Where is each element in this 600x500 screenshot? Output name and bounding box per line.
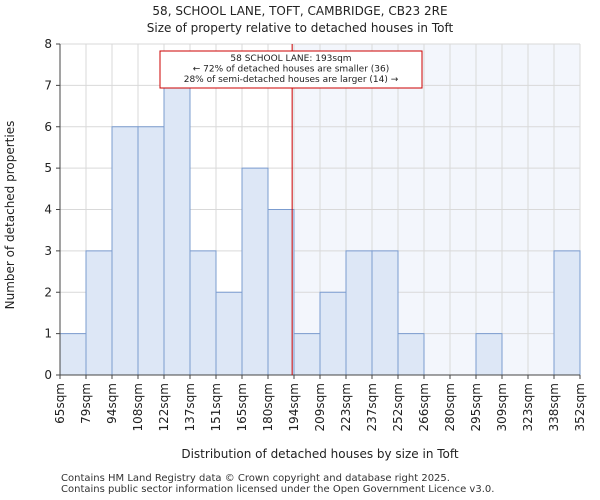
y-tick-label: 2	[44, 285, 52, 299]
x-tick-label: 151sqm	[209, 383, 223, 431]
annotation-box	[159, 50, 423, 89]
histogram-bar	[85, 250, 113, 376]
annotation-line: 58 SCHOOL LANE: 193sqm	[230, 54, 351, 64]
x-tick-label: 122sqm	[157, 383, 171, 431]
histogram-bar	[293, 333, 321, 376]
x-tick-label: 194sqm	[287, 383, 301, 431]
histogram-bar	[553, 250, 581, 376]
y-tick-label: 7	[44, 78, 52, 92]
x-tick-label: 252sqm	[391, 383, 405, 431]
x-tick-label: 352sqm	[573, 383, 587, 431]
chart-title: 58, SCHOOL LANE, TOFT, CAMBRIDGE, CB23 2…	[152, 4, 448, 18]
histogram-bar	[215, 291, 243, 376]
footer-line-1: Contains HM Land Registry data © Crown c…	[61, 473, 450, 484]
x-tick-label: 165sqm	[235, 383, 249, 431]
histogram-bar	[319, 291, 347, 376]
x-tick-label: 266sqm	[417, 383, 431, 431]
x-tick-label: 108sqm	[131, 383, 145, 431]
x-tick-label: 223sqm	[339, 383, 353, 431]
x-tick-label: 180sqm	[261, 383, 275, 431]
histogram-bar	[189, 250, 217, 376]
x-tick-label: 209sqm	[313, 383, 327, 431]
y-tick-label: 4	[44, 203, 52, 217]
y-tick-label: 5	[44, 161, 52, 175]
y-tick-label: 8	[44, 37, 52, 51]
x-tick-label: 137sqm	[183, 383, 197, 431]
x-tick-label: 309sqm	[495, 383, 509, 431]
chart-subtitle: Size of property relative to detached ho…	[146, 21, 454, 35]
x-tick-label: 338sqm	[547, 383, 561, 431]
x-tick-label: 79sqm	[79, 383, 93, 424]
x-tick-label: 237sqm	[365, 383, 379, 431]
y-tick-label: 6	[44, 120, 52, 134]
x-tick-label: 295sqm	[469, 383, 483, 431]
annotation-line: 28% of semi-detached houses are larger (…	[184, 75, 399, 85]
x-axis-title: Distribution of detached houses by size …	[181, 447, 459, 461]
annotation-line: ← 72% of detached houses are smaller (36…	[193, 65, 390, 75]
histogram-bar	[475, 333, 503, 376]
histogram-bar	[397, 333, 425, 376]
x-tick-label: 280sqm	[443, 383, 457, 431]
y-tick-label: 1	[44, 327, 52, 341]
x-tick-label: 94sqm	[105, 383, 119, 424]
y-tick-label: 3	[44, 244, 52, 258]
y-tick-label: 0	[44, 368, 52, 382]
histogram-bar	[267, 209, 295, 376]
x-tick-label: 323sqm	[521, 383, 535, 431]
histogram-bar	[59, 333, 87, 376]
histogram-bar	[137, 126, 165, 376]
histogram-bar	[371, 250, 399, 376]
histogram-bar	[241, 167, 269, 376]
x-tick-label: 65sqm	[53, 383, 67, 424]
histogram-bar	[111, 126, 139, 376]
footer-line-2: Contains public sector information licen…	[61, 484, 495, 495]
histogram-bar	[163, 84, 191, 376]
histogram-bar	[345, 250, 373, 376]
y-axis-title: Number of detached properties	[3, 121, 17, 310]
